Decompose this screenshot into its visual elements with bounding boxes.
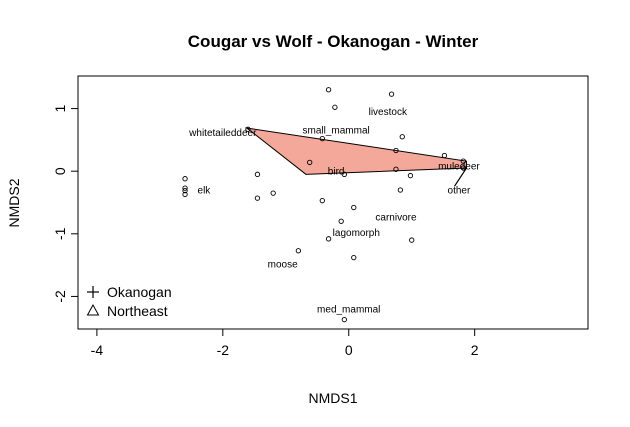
data-point (393, 147, 399, 154)
data-point (325, 87, 332, 93)
data-point (319, 197, 325, 204)
species-label: moose (268, 259, 298, 270)
x-tick-label: -4 (91, 342, 104, 358)
species-label: med_mammal (317, 304, 380, 315)
x-axis: -4 -2 0 2 (91, 328, 479, 358)
x-tick-label: 2 (471, 342, 479, 358)
species-label: elk (198, 185, 212, 196)
species-label: other (448, 185, 471, 196)
x-tick-label: 0 (345, 342, 353, 358)
data-point (393, 166, 399, 172)
data-point (254, 171, 261, 177)
points-layer (182, 87, 466, 323)
data-point (319, 135, 325, 142)
data-point (351, 204, 357, 211)
x-tick-label: -2 (217, 342, 230, 358)
data-point (397, 187, 404, 193)
data-point (341, 171, 347, 177)
data-point (254, 195, 261, 201)
data-point (460, 158, 466, 164)
legend-label-okanogan: Okanogan (107, 284, 172, 300)
species-label: small_mammal (303, 125, 370, 136)
species-label: whitetaileddeer (188, 128, 257, 139)
x-axis-label: NMDS1 (308, 390, 357, 406)
data-point (182, 176, 188, 182)
chart-title: Cougar vs Wolf - Okanogan - Winter (188, 32, 479, 51)
legend-symbol-northeast (86, 303, 100, 316)
data-point (351, 254, 357, 261)
hull-layer (244, 127, 467, 187)
species-label: bird (328, 167, 345, 178)
data-point (245, 126, 251, 132)
y-tick-label: -2 (52, 290, 68, 303)
y-tick-label: -1 (52, 227, 68, 240)
legend: Okanogan Northeast (86, 284, 172, 319)
data-point (409, 237, 415, 243)
data-point (338, 218, 344, 224)
data-point (295, 248, 302, 254)
hull-segment (454, 167, 467, 187)
y-axis-label: NMDS2 (6, 178, 22, 227)
data-point (388, 91, 395, 97)
data-point (182, 185, 188, 191)
labels-layer: livestock small_mammal whitetaileddeer bird… (188, 107, 480, 315)
data-point (307, 159, 313, 166)
data-point (325, 236, 332, 242)
data-point (341, 316, 347, 323)
y-tick-label: 1 (52, 104, 68, 112)
y-tick-label: 0 (52, 167, 68, 175)
data-point (460, 165, 466, 171)
y-axis: -2 -1 0 1 (52, 104, 79, 303)
species-label: muledeer (438, 162, 480, 173)
data-point (399, 134, 405, 140)
legend-label-northeast: Northeast (107, 303, 168, 319)
data-point (332, 104, 338, 110)
data-point (182, 191, 188, 198)
legend-symbol-okanogan (87, 286, 99, 298)
species-label: lagomorph (333, 228, 380, 239)
data-point (441, 152, 448, 159)
data-point (270, 190, 276, 196)
data-point (182, 187, 188, 194)
species-label: carnivore (375, 212, 417, 223)
data-point (407, 172, 414, 179)
species-label: livestock (369, 107, 408, 118)
